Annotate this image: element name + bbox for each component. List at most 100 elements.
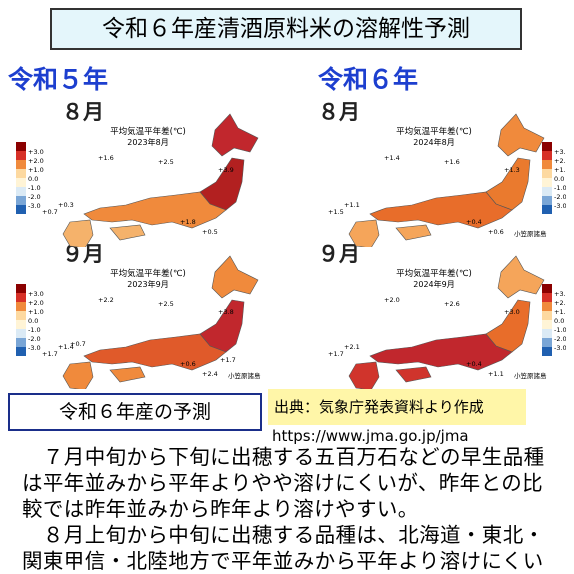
- legend-swatch: [16, 187, 26, 196]
- legend-label: -3.0: [28, 202, 41, 210]
- map-annotation: +1.6: [98, 154, 114, 162]
- hokkaido: [497, 113, 545, 157]
- map-annotation: +0.3: [58, 201, 74, 209]
- legend-label: -3.0: [554, 344, 566, 352]
- map-annotation: +1.7: [42, 350, 58, 358]
- map: 平均気温平年差(℃)2024年9月 +2.0 +2.6 +3.0 +1.7+2.1 +0.…: [328, 255, 566, 389]
- japan: [62, 255, 259, 389]
- map-annotation: +2.0: [384, 296, 400, 304]
- japan: [348, 255, 545, 389]
- shikoku: [109, 224, 146, 241]
- map: 平均気温平年差(℃)2023年9月+2.2 +2.5+3.8+1.7+1.4+0.…: [16, 255, 261, 389]
- legend-swatch: [16, 347, 26, 356]
- kyushu: [348, 361, 380, 389]
- legend-label: -1.0: [28, 184, 41, 192]
- map-period: 2024年8月: [413, 137, 454, 147]
- map-annotation: +2.4: [202, 370, 218, 378]
- legend-swatch: [542, 196, 552, 205]
- source-url[interactable]: https://www.jma.go.jp/jma: [272, 427, 469, 445]
- map-annotation: 小笠原諸島: [514, 371, 547, 380]
- hokkaido: [211, 255, 259, 299]
- map: 平均気温平年差(℃)2023年8月 +1.6 +2.5 +3.9 +0.7+0.3 +1.…: [16, 113, 259, 247]
- map-annotation: +0.5: [202, 228, 218, 236]
- legend-label: +1.0: [28, 166, 44, 174]
- map-annotation: +3.8: [218, 308, 234, 316]
- legend-swatch: [542, 169, 552, 178]
- legend-swatch: [16, 205, 26, 214]
- kyushu: [348, 219, 380, 247]
- map-annotation: +0.6: [488, 228, 504, 236]
- legend-label: -3.0: [28, 344, 41, 352]
- legend-label: +1.0: [554, 308, 566, 316]
- legend-label: +3.0: [554, 290, 566, 298]
- map-annotation: +0.4: [466, 218, 482, 226]
- map-annotation: +1.7: [328, 350, 344, 358]
- map-annotation: +1.3: [504, 166, 520, 174]
- legend-label: +3.0: [554, 148, 566, 156]
- map-annotation: +0.7: [42, 208, 58, 216]
- year-left: 令和５年: [8, 65, 109, 94]
- legend-label: +2.0: [554, 299, 566, 307]
- map-caption: 平均気温平年差(℃): [110, 126, 186, 137]
- map-annotation: +1.4: [58, 343, 74, 351]
- legend-label: 0.0: [554, 317, 564, 325]
- map-annotation: 小笠原諸島: [228, 371, 261, 380]
- hokkaido: [497, 255, 545, 299]
- legend-label: +2.0: [554, 157, 566, 165]
- legend-swatch: [542, 187, 552, 196]
- map-annotation: +2.5: [158, 300, 174, 308]
- legend-swatch: [542, 205, 552, 214]
- shikoku: [395, 366, 432, 383]
- honshu-west: [369, 333, 513, 371]
- month: ９月: [318, 242, 360, 266]
- legend-label: 0.0: [28, 175, 38, 183]
- map-annotation: +0.7: [70, 340, 86, 348]
- legend-label: -1.0: [28, 326, 41, 334]
- kyushu: [62, 361, 94, 389]
- legend-swatch: [16, 311, 26, 320]
- legend-swatch: [16, 160, 26, 169]
- legend-label: -2.0: [28, 193, 41, 201]
- map-period: 2023年8月: [127, 137, 168, 147]
- japan: [348, 113, 545, 247]
- map-annotation: +2.5: [158, 158, 174, 166]
- legend-label: +1.0: [554, 166, 566, 174]
- body-line: は平年並みから平年よりやや溶けにくいが、昨年との比: [22, 471, 544, 495]
- map-annotation: +2.6: [444, 300, 460, 308]
- map-annotation: +0.6: [180, 360, 196, 368]
- legend-swatch: [16, 320, 26, 329]
- legend-swatch: [542, 142, 552, 151]
- legend-label: 0.0: [554, 175, 564, 183]
- legend-swatch: [16, 284, 26, 293]
- body-line: 較では昨年並みから昨年より溶けやすい。: [22, 497, 419, 521]
- map-annotation: +3.9: [218, 166, 234, 174]
- legend-label: +1.0: [28, 308, 44, 316]
- title: 令和６年産清酒原料米の溶解性予測: [50, 8, 522, 50]
- legend-swatch: [16, 329, 26, 338]
- map-annotation: +2.1: [344, 343, 360, 351]
- legend-label: -3.0: [554, 202, 566, 210]
- legend-swatch: [16, 142, 26, 151]
- map-annotation: +1.4: [384, 154, 400, 162]
- body-line: ７月中旬から下旬に出穂する五百万石などの早生品種: [22, 445, 545, 469]
- legend-label: -2.0: [554, 335, 566, 343]
- body-line: 関東甲信・北陸地方で平年並みから平年より溶けにくい: [22, 549, 544, 573]
- map-annotation: +1.7: [220, 356, 236, 364]
- map-annotation: +1.5: [328, 208, 344, 216]
- legend-swatch: [542, 311, 552, 320]
- map-annotation: +1.8: [180, 218, 196, 226]
- legend-swatch: [542, 347, 552, 356]
- legend-swatch: [16, 338, 26, 347]
- hokkaido: [211, 113, 259, 157]
- legend-label: +3.0: [28, 290, 44, 298]
- shikoku: [109, 366, 146, 383]
- map-annotation: +0.4: [466, 360, 482, 368]
- legend-swatch: [542, 178, 552, 187]
- legend-label: -1.0: [554, 326, 566, 334]
- map-annotation: +3.0: [504, 308, 520, 316]
- legend-swatch: [542, 284, 552, 293]
- honshu-west: [369, 191, 513, 229]
- source: 出典：気象庁発表資料より作成: [268, 389, 526, 425]
- legend-label: +2.0: [28, 299, 44, 307]
- legend-swatch: [16, 151, 26, 160]
